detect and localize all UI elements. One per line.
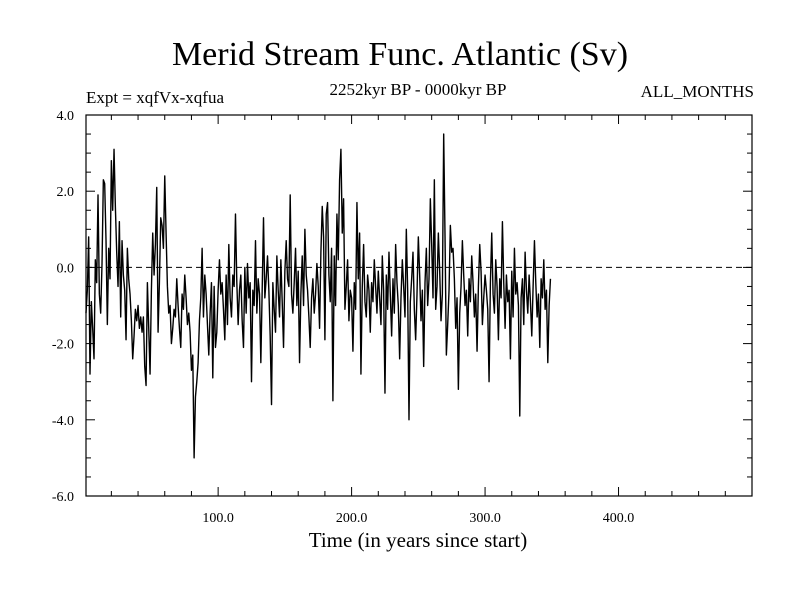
y-tick-label: -4.0 (52, 414, 74, 429)
x-tick-label: 400.0 (603, 511, 635, 526)
months-label: ALL_MONTHS (640, 82, 754, 101)
x-tick-label: 100.0 (202, 511, 234, 526)
y-tick-label: -2.0 (52, 338, 74, 353)
y-tick-label: 0.0 (57, 261, 75, 276)
experiment-label: Expt = xqfVx-xqfua (86, 88, 225, 107)
time-range-label: 2252kyr BP - 0000kyr BP (329, 80, 507, 99)
x-tick-label: 300.0 (469, 511, 501, 526)
chart-title: Merid Stream Func. Atlantic (Sv) (171, 36, 629, 73)
y-tick-label: 2.0 (57, 185, 75, 200)
y-tick-label: 4.0 (57, 109, 75, 124)
x-tick-label: 200.0 (336, 511, 368, 526)
x-axis-label: Time (in years since start) (308, 528, 528, 552)
y-tick-label: -6.0 (52, 490, 74, 505)
axis-layer: 100.0 200.0 300.0 400.0 4.0 2.0 0.0 -2.0 -4.0 -6.… (52, 109, 753, 526)
series-line-0 (85, 133, 552, 459)
series-layer (85, 133, 552, 459)
